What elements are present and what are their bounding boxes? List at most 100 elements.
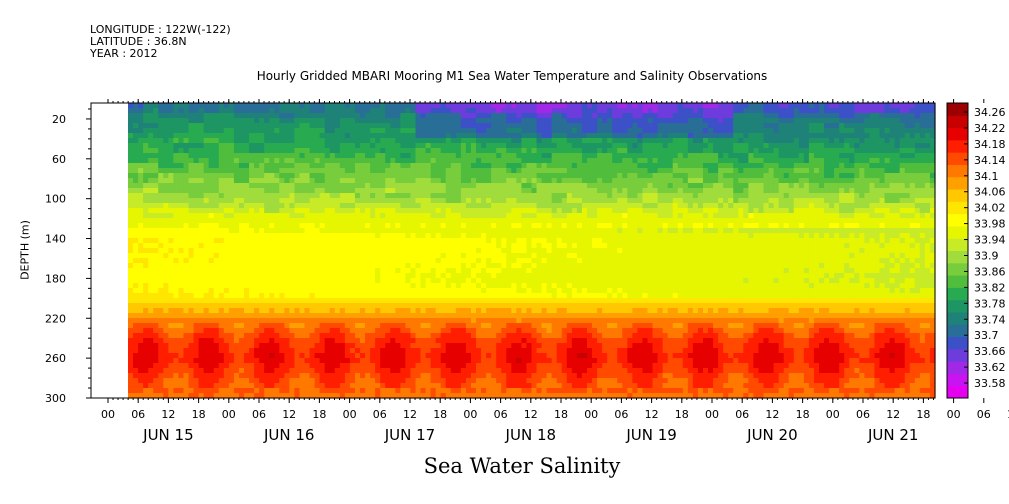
heatmap-cell [470,143,477,149]
heatmap-cell [269,383,275,389]
heatmap-cell [400,233,406,239]
heatmap-cell [344,148,351,154]
heatmap-cell [233,293,240,299]
heatmap-cell [370,123,376,129]
heatmap-cell [450,243,457,249]
heatmap-cell [198,253,205,259]
heatmap-cell [516,253,523,259]
heatmap-cell [138,213,144,219]
heatmap-cell [178,328,185,334]
heatmap-cell [213,178,220,184]
heatmap-cell [218,178,225,184]
heatmap-cell [450,218,457,224]
heatmap-cell [138,203,144,209]
heatmap-cell [334,158,341,164]
heatmap-cell [370,253,376,259]
heatmap-cell [173,188,180,194]
heatmap-cell [349,138,356,144]
heatmap-cell [208,128,215,134]
heatmap-cell [294,388,301,394]
heatmap-cell [425,308,432,314]
heatmap-cell [460,218,467,224]
heatmap-cell [526,218,533,224]
heatmap-cell [486,153,492,159]
heatmap-cell [213,313,220,319]
heatmap-cell [274,193,280,199]
heatmap-cell [460,373,467,379]
heatmap-cell [259,198,265,204]
heatmap-cell [460,258,467,264]
heatmap-cell [370,163,376,169]
heatmap-cell [541,308,548,314]
heatmap-cell [425,378,432,384]
heatmap-cell [460,233,467,239]
heatmap-cell [415,113,422,119]
heatmap-cell [365,103,371,109]
heatmap-cell [299,248,306,254]
heatmap-cell [143,128,149,134]
heatmap-cell [158,253,164,259]
heatmap-cell [516,363,523,369]
heatmap-cell [158,333,164,339]
heatmap-cell [511,368,517,374]
heatmap-cell [143,323,149,329]
heatmap-cell [526,148,533,154]
heatmap-cell [238,223,245,229]
heatmap-cell [526,123,533,129]
heatmap-cell [178,373,185,379]
heatmap-cell [188,298,195,304]
heatmap-cell [445,348,452,354]
heatmap-cell [546,233,553,239]
heatmap-cell [435,333,442,339]
heatmap-cell [133,153,139,159]
heatmap-cell [521,373,528,379]
heatmap-cell [516,163,523,169]
heatmap-cell [324,283,331,289]
heatmap-cell [264,303,270,309]
heatmap-cell [470,158,477,164]
heatmap-cell [259,218,265,224]
heatmap-cell [531,233,538,239]
heatmap-cell [269,133,275,139]
heatmap-cell [365,233,371,239]
heatmap-cell [546,203,553,209]
heatmap-cell [400,343,406,349]
heatmap-cell [188,238,195,244]
heatmap-cell [324,123,331,129]
heatmap-cell [208,213,215,219]
heatmap-cell [304,298,311,304]
heatmap-cell [496,153,502,159]
heatmap-cell [294,278,301,284]
heatmap-cell [163,163,169,169]
heatmap-cell [264,113,270,119]
heatmap-cell [531,158,538,164]
heatmap-cell [334,353,341,359]
heatmap-cell [465,173,472,179]
heatmap-cell [551,233,558,239]
heatmap-cell [546,143,553,149]
heatmap-cell [531,188,538,194]
heatmap-cell [203,303,210,309]
heatmap-cell [476,388,482,394]
heatmap-cell [481,188,487,194]
heatmap-cell [354,233,361,239]
chart-title: Hourly Gridded MBARI Mooring M1 Sea Wate… [256,69,768,83]
heatmap-cell [158,288,164,294]
heatmap-cell [491,203,497,209]
heatmap-cell [385,118,391,124]
heatmap-cell [370,233,376,239]
heatmap-cell [375,283,381,289]
heatmap-cell [304,303,311,309]
heatmap-cell [344,328,351,334]
heatmap-cell [435,238,442,244]
heatmap-cell [334,148,341,154]
heatmap-cell [526,353,533,359]
heatmap-cell [465,233,472,239]
heatmap-cell [501,318,507,324]
heatmap-cell [455,123,462,129]
heatmap-cell [319,193,326,199]
heatmap-cell [188,268,195,274]
heatmap-cell [259,368,265,374]
heatmap-cell [546,248,553,254]
heatmap-cell [249,163,255,169]
